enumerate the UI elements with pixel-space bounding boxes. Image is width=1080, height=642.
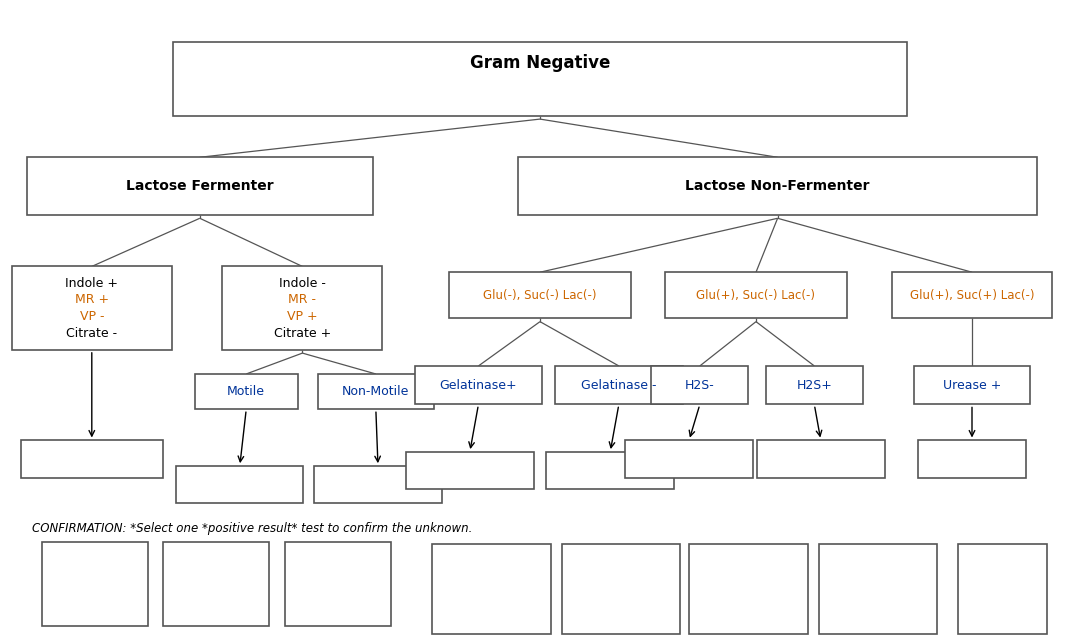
Bar: [892, 272, 1052, 318]
Bar: [819, 544, 937, 634]
Bar: [21, 440, 163, 478]
Bar: [689, 544, 808, 634]
Text: Non-Motile: Non-Motile: [342, 385, 409, 398]
Bar: [163, 542, 269, 626]
Text: VP +: VP +: [287, 310, 318, 323]
Bar: [285, 542, 391, 626]
Bar: [562, 544, 680, 634]
Bar: [918, 440, 1026, 478]
Bar: [173, 42, 907, 116]
Bar: [546, 452, 674, 489]
Text: VP -: VP -: [80, 310, 104, 323]
Text: Glu(+), Suc(+) Lac(-): Glu(+), Suc(+) Lac(-): [909, 289, 1035, 302]
Bar: [958, 544, 1047, 634]
Bar: [555, 366, 683, 404]
Bar: [651, 366, 748, 404]
Text: Lactose Non-Fermenter: Lactose Non-Fermenter: [686, 179, 869, 193]
Text: H2S+: H2S+: [796, 379, 833, 392]
Bar: [415, 366, 542, 404]
Bar: [914, 366, 1030, 404]
Text: Glu(-), Suc(-) Lac(-): Glu(-), Suc(-) Lac(-): [483, 289, 597, 302]
Text: MR -: MR -: [288, 293, 316, 306]
Bar: [406, 452, 534, 489]
Text: Urease +: Urease +: [943, 379, 1001, 392]
Bar: [318, 374, 434, 410]
Text: MR +: MR +: [75, 293, 109, 306]
Bar: [432, 544, 551, 634]
Text: Citrate +: Citrate +: [273, 327, 332, 340]
Bar: [176, 466, 303, 503]
Text: CONFIRMATION: *Select one *positive result* test to confirm the unknown.: CONFIRMATION: *Select one *positive resu…: [32, 522, 473, 535]
Text: Gelatinase+: Gelatinase+: [440, 379, 517, 392]
Bar: [766, 366, 863, 404]
Bar: [449, 272, 631, 318]
Text: Motile: Motile: [227, 385, 266, 398]
Bar: [518, 157, 1037, 215]
Bar: [757, 440, 885, 478]
Text: Gelatinase -: Gelatinase -: [581, 379, 657, 392]
Bar: [42, 542, 148, 626]
Text: Citrate -: Citrate -: [66, 327, 118, 340]
Text: Gram Negative: Gram Negative: [470, 54, 610, 72]
Bar: [12, 266, 172, 350]
Text: H2S-: H2S-: [685, 379, 715, 392]
Bar: [222, 266, 382, 350]
Text: Indole -: Indole -: [279, 277, 326, 290]
Bar: [625, 440, 753, 478]
Text: Glu(+), Suc(-) Lac(-): Glu(+), Suc(-) Lac(-): [697, 289, 815, 302]
Bar: [314, 466, 442, 503]
Bar: [194, 374, 297, 410]
Text: Lactose Fermenter: Lactose Fermenter: [126, 179, 273, 193]
Bar: [27, 157, 373, 215]
Bar: [665, 272, 847, 318]
Text: Indole +: Indole +: [65, 277, 119, 290]
